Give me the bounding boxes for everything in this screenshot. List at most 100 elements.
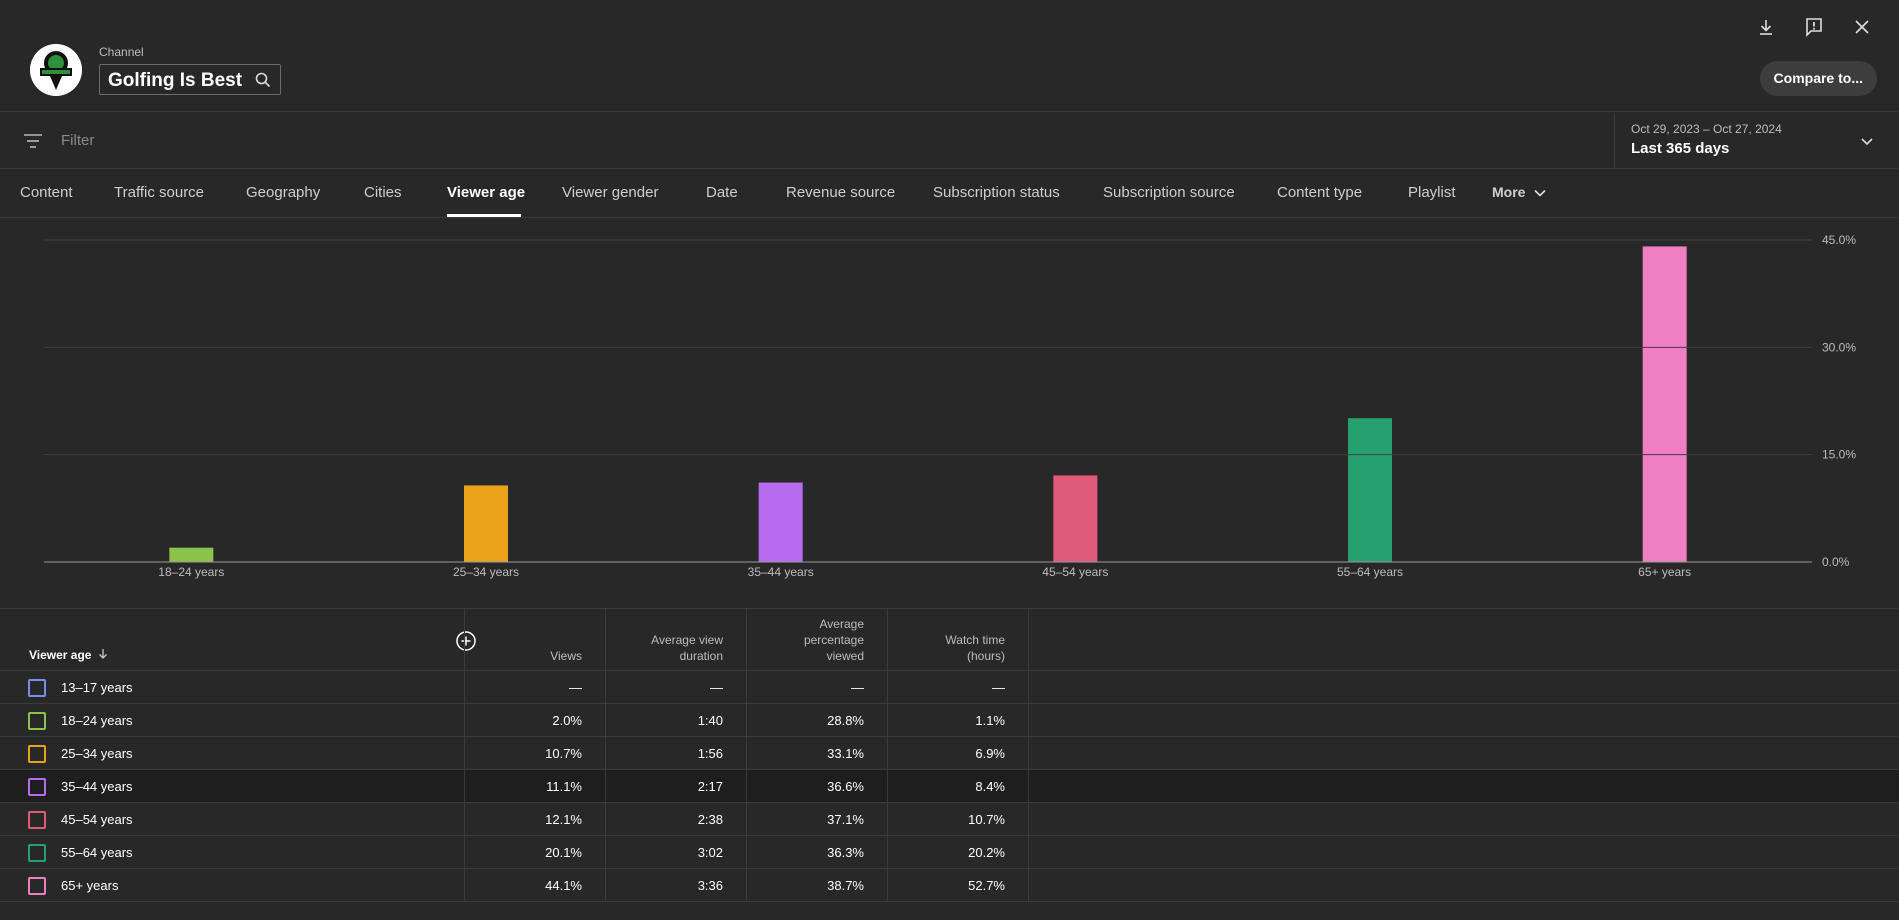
avg-percentage-line1: Average [819,617,864,631]
row-label: 18–24 years [61,713,133,728]
x-tick-label: 18–24 years [158,565,224,579]
column-header-avg-percentage-viewed[interactable]: Average percentage viewed [804,616,864,664]
tab-subscription-source[interactable]: Subscription source [1103,184,1235,201]
cell-avg-percentage-viewed: 33.1% [827,746,864,761]
y-tick-label: 0.0% [1822,555,1850,569]
column-divider [464,608,465,902]
row-checkbox-13-17-years[interactable] [28,679,46,697]
channel-selector[interactable]: Golfing Is Best [99,64,281,95]
cell-avg-view-duration: 2:17 [697,779,723,794]
tab-cities[interactable]: Cities [364,184,402,201]
add-column-icon[interactable] [456,631,476,651]
compare-button[interactable]: Compare to... [1759,61,1877,96]
bar [169,547,214,562]
cell-watch-time: 20.2% [968,845,1005,860]
column-header-viewer-age[interactable]: Viewer age [29,647,109,664]
column-header-watch-time[interactable]: Watch time (hours) [945,632,1005,664]
row-label: 65+ years [61,878,119,893]
close-icon[interactable] [1847,12,1877,42]
date-range-text: Oct 29, 2023 – Oct 27, 2024 [1631,122,1782,136]
tab-traffic-source[interactable]: Traffic source [114,184,205,201]
avg-percentage-line3: viewed [826,649,864,663]
cell-avg-percentage-viewed: 37.1% [827,812,864,827]
tab-viewer-age[interactable]: Viewer age [447,184,526,201]
cell-avg-view-duration: 3:02 [697,845,723,860]
bar [1642,246,1687,562]
active-tab-indicator [447,214,521,217]
channel-label: Channel [99,45,144,59]
dimension-tabs: Content Traffic source Geography Cities … [0,170,1899,218]
y-tick-label: 45.0% [1822,233,1856,247]
table-row: 55–64 years 20.1% 3:02 36.3% 20.2% [0,836,1899,869]
feedback-icon[interactable] [1799,12,1829,42]
y-tick-label: 30.0% [1822,340,1856,354]
tab-more[interactable]: More [1492,184,1547,200]
column-header-avg-view-duration[interactable]: Average view duration [651,632,723,664]
table-row: 18–24 years 2.0% 1:40 28.8% 1.1% [0,704,1899,737]
tab-date[interactable]: Date [706,184,738,201]
cell-watch-time: 10.7% [968,812,1005,827]
column-divider [746,608,747,902]
bar [1053,475,1098,562]
watch-time-line1: Watch time [945,633,1005,647]
cell-views: 2.0% [552,713,582,728]
row-checkbox-65-years[interactable] [28,877,46,895]
channel-name: Golfing Is Best [108,70,243,91]
filter-icon[interactable] [22,131,44,151]
row-label: 13–17 years [61,680,133,695]
tab-content[interactable]: Content [20,184,73,201]
x-tick-label: 25–34 years [453,565,519,579]
chevron-down-icon[interactable] [1859,133,1875,149]
column-divider [605,608,606,902]
search-icon[interactable] [254,71,272,89]
row-checkbox-35-44-years[interactable] [28,778,46,796]
x-tick-label: 55–64 years [1337,565,1403,579]
row-checkbox-18-24-years[interactable] [28,712,46,730]
cell-avg-percentage-viewed: — [851,680,864,695]
sort-arrow-down-icon[interactable] [97,648,109,664]
date-range-selector[interactable]: Oct 29, 2023 – Oct 27, 2024 Last 365 day… [1614,113,1899,169]
cell-avg-view-duration: — [710,680,723,695]
cell-views: 11.1% [546,779,582,794]
cell-avg-view-duration: 1:40 [697,713,723,728]
row-label: 25–34 years [61,746,133,761]
tab-revenue-source[interactable]: Revenue source [786,184,896,201]
filter-input[interactable]: Filter [61,132,95,149]
cell-avg-percentage-viewed: 36.6% [827,779,864,794]
channel-avatar[interactable] [30,44,82,96]
tab-playlist[interactable]: Playlist [1408,184,1456,201]
column-header-viewer-age-label: Viewer age [29,648,92,663]
y-tick-label: 15.0% [1822,448,1856,462]
tab-more-label: More [1492,184,1526,200]
table-row: 65+ years 44.1% 3:36 38.7% 52.7% [0,869,1899,902]
tab-content-type[interactable]: Content type [1277,184,1363,201]
column-header-views[interactable]: Views [550,649,582,663]
avg-view-duration-line2: duration [679,649,723,663]
avg-percentage-line2: percentage [803,633,864,647]
table-row: 35–44 years 11.1% 2:17 36.6% 8.4% [0,770,1899,803]
x-tick-label: 35–44 years [748,565,814,579]
row-checkbox-55-64-years[interactable] [28,844,46,862]
x-tick-label: 65+ years [1638,565,1691,579]
cell-watch-time: 1.1% [975,713,1005,728]
cell-avg-percentage-viewed: 28.8% [827,713,864,728]
cell-watch-time: — [992,680,1005,695]
row-checkbox-25-34-years[interactable] [28,745,46,763]
table-row: 13–17 years — — — — [0,671,1899,704]
cell-views: 12.1% [545,812,582,827]
bar-chart: 18–24 years 25–34 years 35–44 years 45–54 y… [44,233,1856,579]
download-icon[interactable] [1751,12,1781,42]
column-divider [887,608,888,902]
date-range-label: Last 365 days [1631,140,1730,157]
tab-subscription-status[interactable]: Subscription status [933,184,1060,201]
row-label: 45–54 years [61,812,133,827]
row-checkbox-45-54-years[interactable] [28,811,46,829]
bar [758,482,803,562]
cell-watch-time: 6.9% [975,746,1005,761]
tab-geography[interactable]: Geography [246,184,321,201]
viewer-age-table: Viewer age Views Average view duration A… [0,608,1899,902]
table-row: 25–34 years 10.7% 1:56 33.1% 6.9% [0,737,1899,770]
cell-avg-percentage-viewed: 38.7% [827,878,864,893]
tab-viewer-gender[interactable]: Viewer gender [562,184,659,201]
avg-view-duration-line1: Average view [651,633,723,647]
